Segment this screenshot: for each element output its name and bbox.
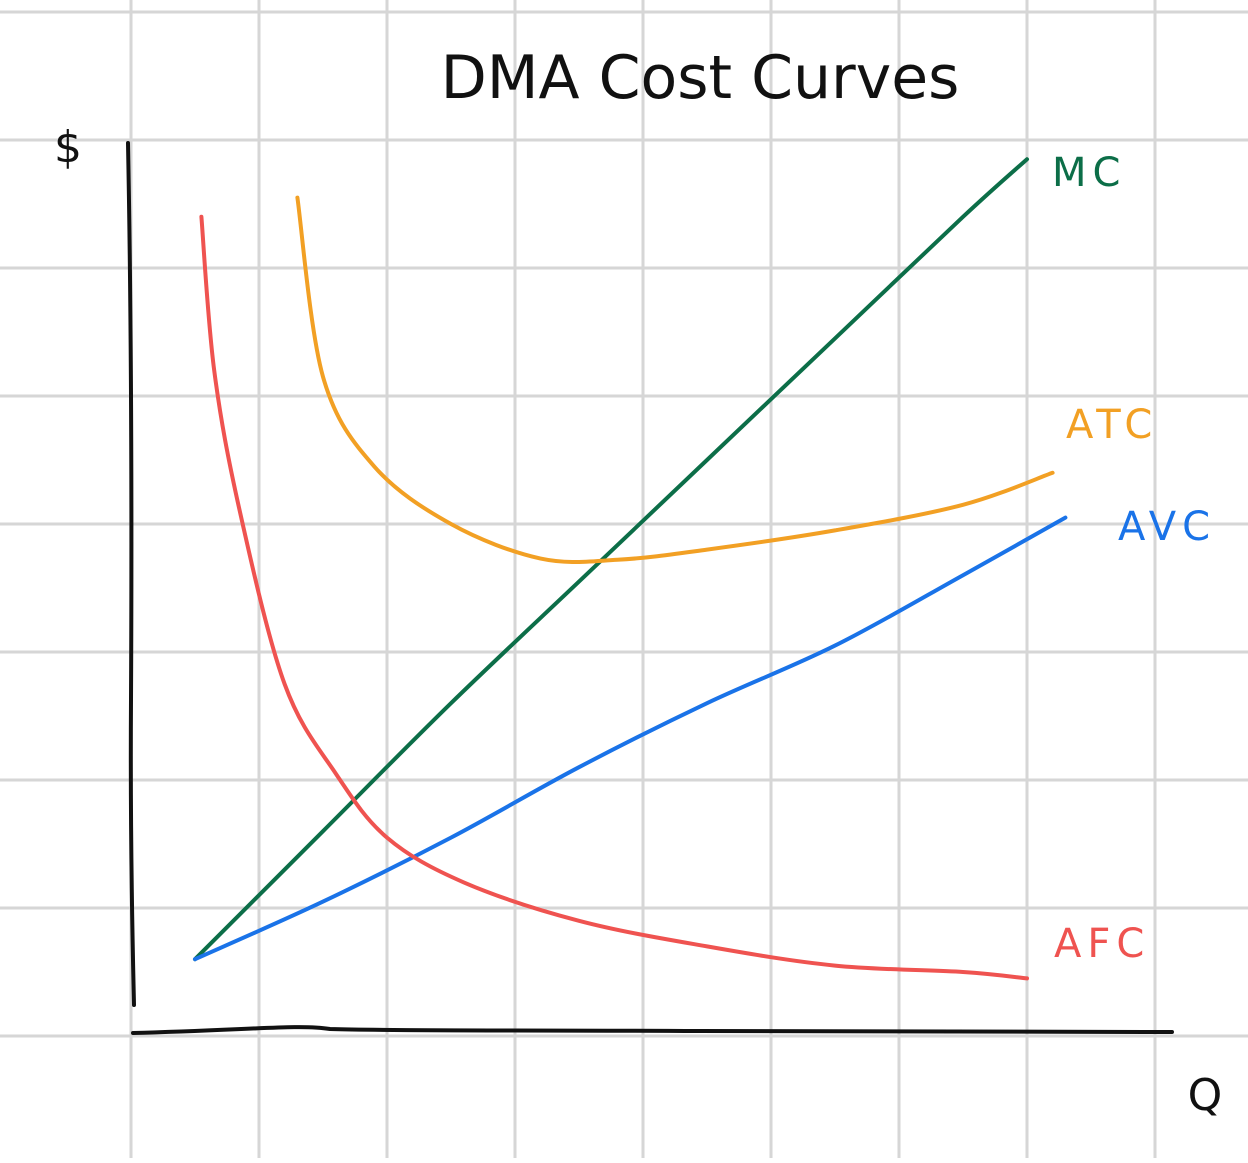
y-axis-label: $ xyxy=(54,122,82,173)
x-axis xyxy=(131,1025,1174,1035)
label-afc: AFC xyxy=(1054,921,1150,967)
curves xyxy=(193,157,1068,981)
series-labels: MC ATC AVC AFC xyxy=(1052,150,1216,967)
label-avc: AVC xyxy=(1118,504,1216,550)
mc-curve xyxy=(193,157,1029,962)
atc-curve xyxy=(295,195,1055,565)
label-atc: ATC xyxy=(1066,402,1158,448)
avc-curve xyxy=(193,515,1068,962)
x-axis-label: Q xyxy=(1188,1070,1223,1121)
afc-curve xyxy=(199,214,1029,981)
axes xyxy=(126,141,1174,1035)
y-axis xyxy=(126,141,136,1007)
chart-title: DMA Cost Curves xyxy=(441,43,960,113)
label-mc: MC xyxy=(1052,150,1126,196)
